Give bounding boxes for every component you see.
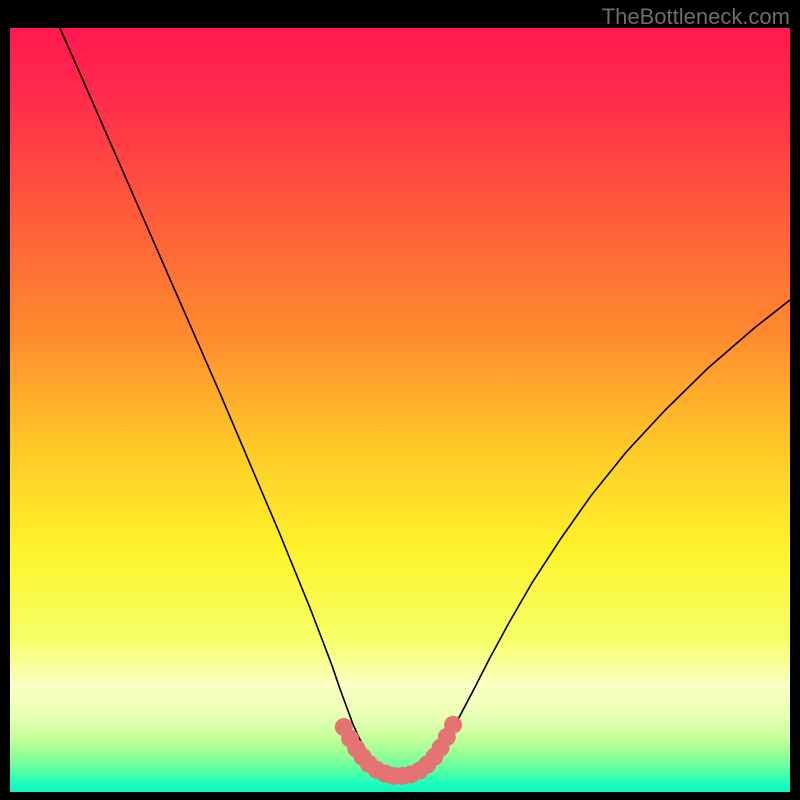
- marker-dot: [444, 716, 462, 734]
- chart-frame: TheBottleneck.com: [0, 0, 800, 800]
- watermark-text: TheBottleneck.com: [602, 4, 790, 30]
- chart-svg: [10, 28, 790, 792]
- gradient-background: [10, 28, 790, 792]
- plot-area: [10, 28, 790, 792]
